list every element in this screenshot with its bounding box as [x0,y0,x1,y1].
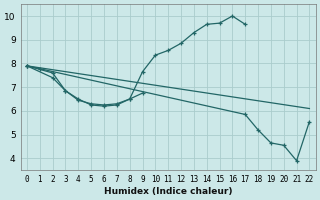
X-axis label: Humidex (Indice chaleur): Humidex (Indice chaleur) [104,187,232,196]
